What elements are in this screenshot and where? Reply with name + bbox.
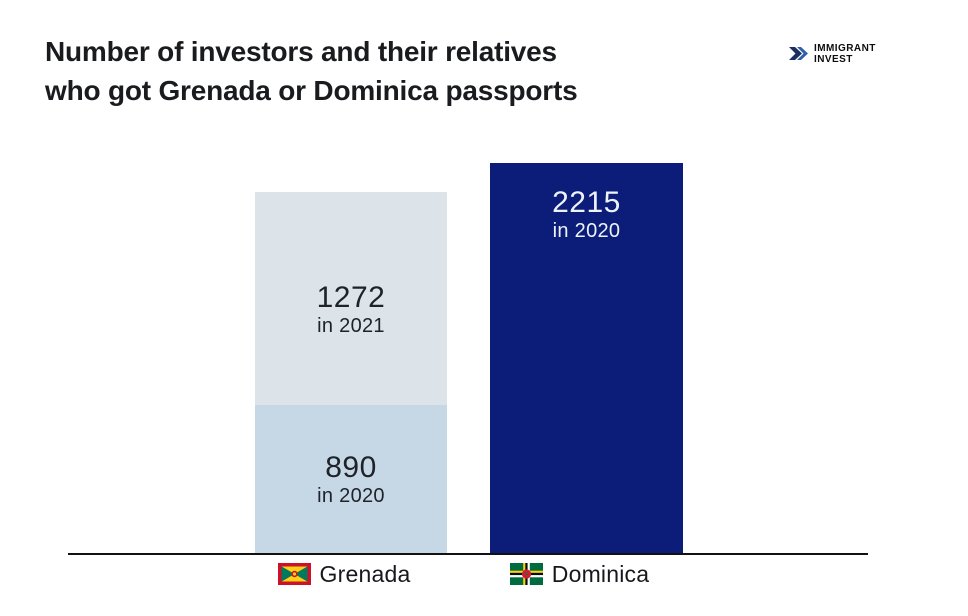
- grenada-bar: 1272 in 2021 890 in 2020: [255, 192, 447, 555]
- title-line-1: Number of investors and their relatives: [45, 36, 557, 67]
- x-axis-line: [68, 553, 868, 555]
- segment-value: 1272: [316, 280, 386, 314]
- logo-line-1: IMMIGRANT: [814, 43, 876, 54]
- segment-value: 890: [325, 451, 377, 484]
- legend-label-dominica: Dominica: [551, 560, 650, 587]
- logo-wordmark: IMMIGRANT INVEST: [814, 43, 876, 65]
- page-title: Number of investors and their relatives …: [45, 32, 578, 110]
- double-chevron-right-icon: [789, 47, 808, 60]
- grenada-flag-icon: [277, 563, 311, 585]
- dominica-flag-icon: [509, 563, 543, 585]
- segment-value: 2215: [552, 186, 621, 219]
- segment-period: in 2020: [552, 220, 621, 242]
- segment-period: in 2020: [317, 485, 385, 507]
- dominica-2020-segment: 2215 in 2020: [490, 163, 683, 555]
- title-line-2: who got Grenada or Dominica passports: [45, 75, 578, 106]
- legend-item-grenada: Grenada: [248, 560, 440, 588]
- segment-period: in 2021: [317, 314, 385, 337]
- dominica-bar: 2215 in 2020: [490, 163, 683, 555]
- legend-label-grenada: Grenada: [319, 560, 411, 587]
- grenada-2021-segment: 1272 in 2021: [255, 192, 447, 405]
- legend-item-dominica: Dominica: [483, 560, 676, 588]
- immigrant-invest-logo: IMMIGRANT INVEST: [787, 43, 876, 65]
- grenada-2020-segment: 890 in 2020: [255, 405, 447, 555]
- logo-line-2: INVEST: [814, 53, 853, 65]
